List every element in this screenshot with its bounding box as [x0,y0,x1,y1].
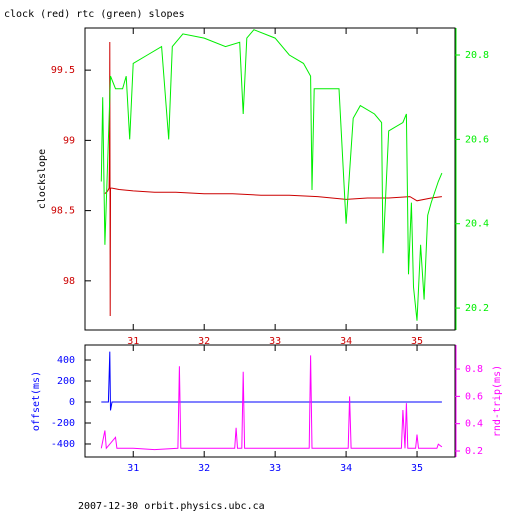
y2-tick-label: 0.8 [465,364,483,375]
plot-frame [84,344,456,458]
chart-title: clock (red) rtc (green) slopes [4,9,185,20]
x-tick-label: 32 [198,463,210,474]
y-tick-label: -400 [51,439,75,450]
y2-tick-label: 20.4 [465,219,489,230]
y-tick-label: 99 [63,135,75,146]
footer: 2007-12-30 orbit.physics.ubc.ca [78,501,265,512]
y-tick-label: 400 [57,355,75,366]
y2-tick-label: 20.6 [465,134,489,145]
y2-tick-label: 0.4 [465,419,483,430]
y-axis-label: offset(ms) [31,371,42,431]
y-tick-label: 0 [69,397,75,408]
y-tick-label: 99.5 [51,65,75,76]
y2-tick-label: 0.6 [465,391,483,402]
series-line [101,351,442,411]
y-tick-label: 200 [57,376,75,387]
y-axis-label: clockslope [37,149,48,209]
x-tick-label: 33 [269,463,281,474]
x-tick-label: 32 [198,336,210,347]
y2-tick-label: 20.8 [465,50,489,61]
x-tick-label: 31 [127,336,139,347]
x-tick-label: 35 [411,336,423,347]
x-tick-label: 34 [340,336,352,347]
x-tick-label: 31 [127,463,139,474]
y-tick-label: -200 [51,418,75,429]
y2-tick-label: 20.2 [465,303,489,314]
x-tick-label: 34 [340,463,352,474]
plot-frame [84,27,456,331]
series-line [100,355,443,451]
x-tick-label: 33 [269,336,281,347]
x-tick-label: 35 [411,463,423,474]
y2-tick-label: 0.2 [465,446,483,457]
y-tick-label: 98 [63,276,75,287]
y-tick-label: 98.5 [51,206,75,217]
series-line [100,29,443,321]
series-line [104,41,442,317]
y2-axis-label: rnd-trip(ms) [492,365,503,437]
